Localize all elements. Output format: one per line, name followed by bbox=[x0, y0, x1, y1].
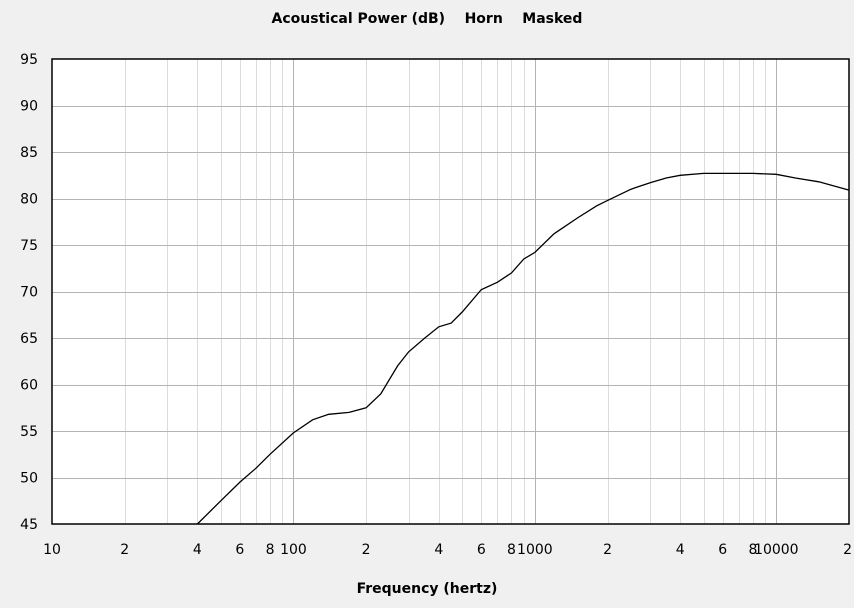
y-axis-ticks: 45 50 55 60 65 70 75 80 85 90 95 bbox=[20, 52, 38, 533]
y-tick-label: 75 bbox=[20, 238, 38, 254]
x-tick-label: 2 bbox=[362, 542, 371, 558]
y-tick-label: 80 bbox=[20, 192, 38, 208]
series-line bbox=[196, 172, 850, 525]
x-tick-label: 4 bbox=[193, 542, 202, 558]
x-tick-label: 8 bbox=[748, 542, 757, 558]
y-tick-label: 55 bbox=[20, 424, 38, 440]
x-tick-label: 4 bbox=[434, 542, 443, 558]
y-tick-label: 70 bbox=[20, 285, 38, 301]
x-tick-label: 10 bbox=[43, 542, 61, 558]
x-tick-label: 100 bbox=[280, 542, 307, 558]
y-tick-label: 60 bbox=[20, 378, 38, 394]
x-tick-label: 6 bbox=[235, 542, 244, 558]
x-tick-label: 4 bbox=[676, 542, 685, 558]
y-tick-label: 90 bbox=[20, 99, 38, 115]
grid-lines bbox=[52, 59, 849, 524]
x-tick-label: 2 bbox=[603, 542, 612, 558]
plot-background bbox=[52, 59, 849, 524]
x-tick-label: 1000 bbox=[517, 542, 553, 558]
y-tick-label: 85 bbox=[20, 145, 38, 161]
y-tick-label: 95 bbox=[20, 52, 38, 68]
y-tick-label: 65 bbox=[20, 331, 38, 347]
y-tick-label: 45 bbox=[20, 517, 38, 533]
x-tick-label: 8 bbox=[507, 542, 516, 558]
x-tick-label: 2 bbox=[843, 542, 852, 558]
x-tick-label: 8 bbox=[266, 542, 275, 558]
y-tick-label: 50 bbox=[20, 471, 38, 487]
chart-title: Acoustical Power (dB) Horn Masked bbox=[271, 11, 583, 27]
x-axis-label: Frequency (hertz) bbox=[356, 581, 498, 597]
plot-frame bbox=[51, 58, 850, 525]
x-tick-label: 6 bbox=[718, 542, 727, 558]
x-tick-label: 6 bbox=[477, 542, 486, 558]
x-tick-label: 2 bbox=[120, 542, 129, 558]
x-tick-label: 10000 bbox=[754, 542, 799, 558]
